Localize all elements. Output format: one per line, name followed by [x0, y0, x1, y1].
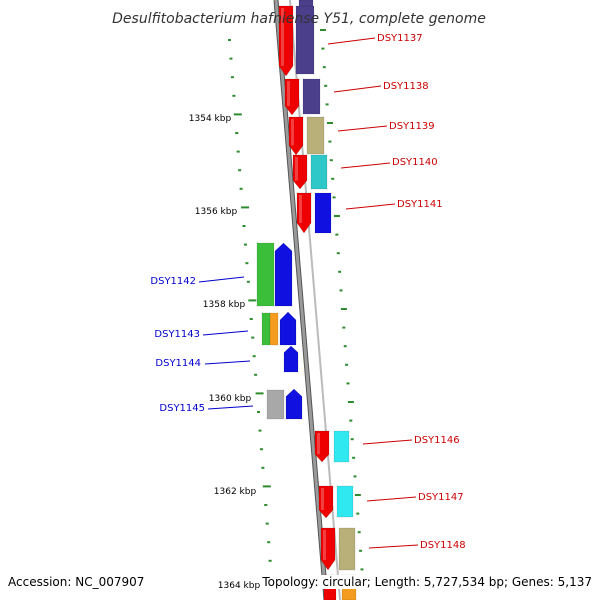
- gene-label-dsy1146: DSY1146: [414, 435, 460, 446]
- gene-blocks: [256, 0, 357, 600]
- kbp-labels: 1354 kbp 1356 kbp 1358 kbp 1360 kbp 1362…: [189, 114, 261, 591]
- gene-cog-dsy1143-a: [261, 312, 271, 346]
- accession-text: Accession: NC_007907: [8, 575, 145, 589]
- gene-cog-dsy1145: [266, 389, 285, 420]
- gene-cog-dsy1146: [333, 430, 350, 463]
- gene-label-dsy1141: DSY1141: [397, 199, 443, 210]
- gene-arrow-dsy1145: [285, 388, 303, 420]
- gene-arrow-dsy1142: [274, 242, 293, 307]
- kbp-label: 1360 kbp: [209, 394, 252, 404]
- gene-label-dsy1145: DSY1145: [159, 403, 205, 414]
- gene-arrow-dsy1141-shade: [299, 195, 302, 223]
- gene-arrow-dsy1148: [320, 527, 336, 571]
- kbp-label: 1358 kbp: [203, 300, 246, 310]
- gene-arrow-dsy1139-shade: [291, 119, 294, 146]
- gene-cog-dsy1140: [310, 154, 328, 190]
- kbp-label: 1354 kbp: [189, 114, 232, 124]
- gene-arrow-dsy1137-shade: [281, 8, 284, 66]
- gene-arrow-dsy1148-shade: [323, 530, 326, 560]
- gene-arrow-dsy1141: [296, 192, 312, 234]
- genome-title: Desulfitobacterium hafniense Y51, comple…: [112, 11, 486, 27]
- gene-arrow-dsy1137: [278, 5, 294, 77]
- gene-label-dsy1148: DSY1148: [420, 540, 466, 551]
- gene-cog-dsy1139: [306, 116, 325, 155]
- gene-label-dsy1139: DSY1139: [389, 121, 435, 132]
- gene-label-dsy1140: DSY1140: [392, 157, 438, 168]
- topology-text: Topology: circular; Length: 5,727,534 bp…: [262, 575, 592, 589]
- gene-arrow-dsy1147: [318, 485, 334, 519]
- gene-labels: DSY1137 DSY1138 DSY1139 DSY1140 DSY1141 …: [150, 33, 465, 551]
- gene-arrow-dsy1146-shade: [317, 433, 320, 455]
- gene-cog-dsy1143-b: [269, 312, 279, 346]
- gene-arrow-dsy1146: [314, 430, 330, 463]
- gene-label-dsy1142: DSY1142: [150, 276, 196, 287]
- gene-arrow-dsy1139: [288, 116, 304, 156]
- leader-lines: [198, 37, 419, 549]
- gene-label-dsy1147: DSY1147: [418, 492, 464, 503]
- gene-arrow-dsy1144: [283, 345, 299, 373]
- gene-cog-dsy1148: [338, 527, 356, 571]
- gene-cog-dsy1147: [336, 485, 354, 518]
- gene-cog-dsy1141: [314, 192, 332, 234]
- gene-arrow-dsy1140-shade: [295, 157, 298, 181]
- kbp-label: 1362 kbp: [214, 487, 257, 497]
- gene-arrow-dsy1138-shade: [287, 81, 290, 106]
- gene-label-dsy1138: DSY1138: [383, 81, 429, 92]
- gene-arrow-dsy1143: [279, 311, 297, 346]
- gene-cog-partial-top: [298, 0, 314, 7]
- kbp-label: 1356 kbp: [195, 207, 238, 217]
- gene-label-dsy1137: DSY1137: [377, 33, 423, 44]
- gene-arrow-dsy1140: [292, 154, 308, 190]
- gene-cog-dsy1138: [302, 78, 321, 115]
- kbp-label: 1364 kbp: [218, 581, 261, 591]
- gene-label-dsy1143: DSY1143: [154, 329, 200, 340]
- gene-cog-dsy1142: [256, 242, 275, 307]
- gene-arrow-dsy1147-shade: [321, 488, 324, 510]
- gene-label-dsy1144: DSY1144: [155, 358, 201, 369]
- scale-ticks: [228, 29, 368, 589]
- gene-arrow-dsy1138: [284, 78, 300, 116]
